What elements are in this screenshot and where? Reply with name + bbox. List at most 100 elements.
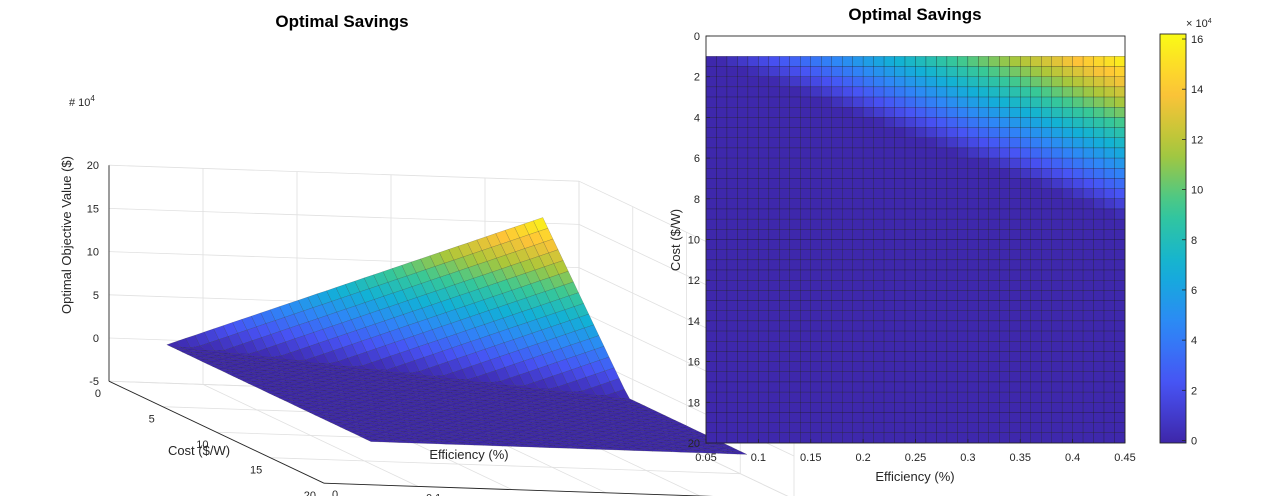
heatmap-cell xyxy=(915,280,927,291)
heatmap-cell xyxy=(779,371,790,383)
heatmap-cell xyxy=(1009,300,1021,311)
heatmap-cell xyxy=(810,361,822,372)
heatmap-cell xyxy=(1020,361,1031,372)
heatmap-cell xyxy=(1103,137,1115,149)
heatmap-cell xyxy=(758,300,770,311)
heatmap-cell xyxy=(967,218,979,230)
heatmap-cell xyxy=(915,157,927,169)
heatmap-cell xyxy=(1103,218,1115,230)
heatmap-cell xyxy=(1082,381,1094,393)
heatmap-cell xyxy=(936,66,948,77)
heatmap-cell xyxy=(1030,351,1042,362)
heatmap-cell xyxy=(1061,381,1073,393)
heatmap-cell xyxy=(737,259,749,271)
heatmap-cell xyxy=(894,198,906,210)
heatmap-cell xyxy=(831,432,843,444)
heatmap-cell xyxy=(1114,351,1126,362)
heatmap-cell xyxy=(862,137,874,149)
heatmap-cell xyxy=(862,229,874,240)
heatmap-cell xyxy=(862,66,874,77)
heatmap-cell xyxy=(873,107,885,118)
heatmap-cell xyxy=(810,351,822,362)
heatmap-cell xyxy=(883,381,895,393)
heatmap-cell xyxy=(967,422,979,433)
heatmap-cell xyxy=(1051,330,1063,342)
heatmap-cell xyxy=(747,157,759,169)
heatmap-cell xyxy=(768,229,780,240)
heatmap-cell xyxy=(821,137,832,149)
heatmap-cell xyxy=(852,208,864,220)
heatmap-cell xyxy=(1072,300,1084,311)
heatmap-cell xyxy=(1082,239,1094,250)
heatmap-cell xyxy=(758,341,770,352)
heatmap-cell xyxy=(789,259,801,271)
heatmap-cell xyxy=(1103,300,1115,311)
heatmap-cell xyxy=(883,218,895,230)
heatmap-cell xyxy=(800,86,811,98)
heatmap-cell xyxy=(841,249,853,261)
heatmap-cell xyxy=(800,208,811,220)
heatmap-cell xyxy=(1093,269,1105,281)
heatmap-cell xyxy=(957,351,969,362)
heatmap-cell xyxy=(946,198,958,210)
heatmap-cell xyxy=(1103,178,1115,189)
heatmap-cell xyxy=(1041,107,1052,118)
heatmap-cell xyxy=(1072,341,1084,352)
heatmap-cell xyxy=(894,208,906,220)
heatmap-cell xyxy=(946,86,958,98)
heatmap-cell xyxy=(768,239,780,250)
heatmap-cell xyxy=(789,178,801,189)
heatmap-cell xyxy=(705,229,717,240)
heatmap-cell xyxy=(946,300,958,311)
heatmap-cell xyxy=(946,178,958,189)
heatmap-cell xyxy=(1114,168,1126,179)
heatmap-cell xyxy=(726,117,738,128)
heatmap-cell xyxy=(862,218,874,230)
heatmap-cell xyxy=(1020,218,1031,230)
heatmap-cell xyxy=(925,432,937,444)
heatmap-cell xyxy=(758,320,770,332)
heatmap-cell xyxy=(747,198,759,210)
heatmap-cell xyxy=(1041,137,1052,149)
heatmap-cell xyxy=(716,280,728,291)
heatmap-cell xyxy=(988,147,1000,159)
heatmap-cell xyxy=(936,422,948,433)
heatmap-cell xyxy=(904,96,916,108)
heatmap-cell xyxy=(999,422,1010,433)
heatmap-cell xyxy=(1030,147,1042,159)
heatmap-cell xyxy=(873,147,885,159)
heatmap-cell xyxy=(978,178,989,189)
heatmap-cell xyxy=(831,168,843,179)
heatmap-cell xyxy=(873,56,885,67)
heatmap-cell xyxy=(1030,320,1042,332)
heatmap-cell xyxy=(747,127,759,138)
heatmap-cell xyxy=(988,208,1000,220)
heatmap-cell xyxy=(1103,66,1115,77)
heatmap-cell xyxy=(831,208,843,220)
heatmap-cell xyxy=(1103,188,1115,199)
surface-y-tick-label: 10 xyxy=(196,439,208,451)
heatmap-cell xyxy=(841,422,853,433)
heatmap-cell xyxy=(999,381,1010,393)
heatmap-cell xyxy=(1020,402,1031,413)
heatmap-cell xyxy=(831,218,843,230)
heatmap-cell xyxy=(925,127,937,138)
heatmap-cell xyxy=(1114,280,1126,291)
heatmap-cell xyxy=(789,66,801,77)
heatmap-cell xyxy=(841,127,853,138)
heatmap-cell xyxy=(936,269,948,281)
heatmap-cell xyxy=(821,249,832,261)
heatmap-cell xyxy=(936,168,948,179)
heatmap-cell xyxy=(904,361,916,372)
heatmap-cell xyxy=(925,320,937,332)
heatmap-cell xyxy=(1082,402,1094,413)
heatmap-cell xyxy=(841,391,853,403)
heatmap-cell xyxy=(1041,381,1052,393)
heatmap-cell xyxy=(1051,188,1063,199)
heatmap-y-tick-label: 20 xyxy=(688,438,700,450)
surface-z-tick-label: -5 xyxy=(89,376,99,388)
heatmap-y-tick-label: 4 xyxy=(694,112,700,124)
heatmap-cell xyxy=(768,56,780,67)
heatmap-cell xyxy=(883,137,895,149)
heatmap-cell xyxy=(821,229,832,240)
